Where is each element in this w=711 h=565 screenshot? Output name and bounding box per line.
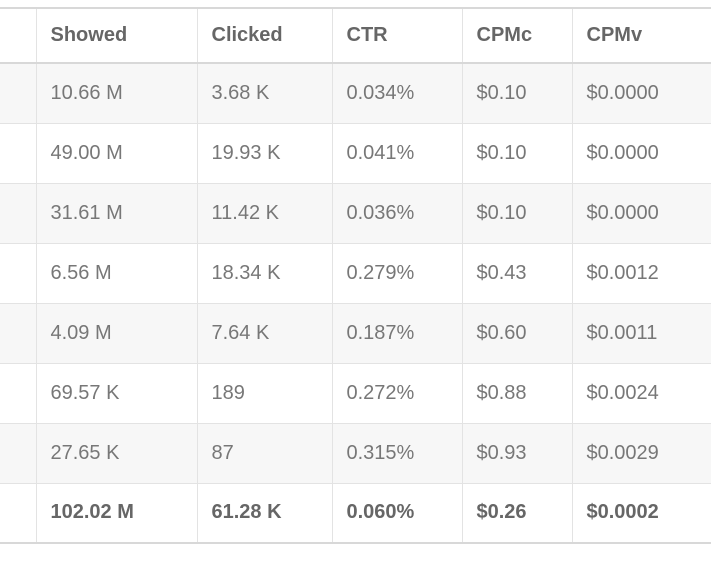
- column-header-showed[interactable]: Showed: [36, 8, 198, 64]
- cell-row-label: [0, 243, 37, 304]
- column-header-ctr[interactable]: CTR: [332, 8, 463, 64]
- cell-cpmc: $0.10: [462, 123, 573, 184]
- cell-cpmc: $0.10: [462, 183, 573, 244]
- cell-ctr: 0.272%: [332, 363, 463, 424]
- cell-row-label: [0, 483, 37, 544]
- cell-clicked: 11.42 K: [197, 183, 333, 244]
- table-row: 4.09 M 7.64 K 0.187% $0.60 $0.0011: [0, 303, 711, 364]
- cell-row-label: [0, 423, 37, 484]
- cell-cpmv: $0.0024: [572, 363, 711, 424]
- cell-row-label: [0, 183, 37, 244]
- cell-clicked: 87: [197, 423, 333, 484]
- cell-cpmv: $0.0000: [572, 183, 711, 244]
- cell-showed: 6.56 M: [36, 243, 198, 304]
- cell-cpmc: $0.43: [462, 243, 573, 304]
- table-row: 49.00 M 19.93 K 0.041% $0.10 $0.0000: [0, 123, 711, 184]
- cell-ctr: 0.187%: [332, 303, 463, 364]
- cell-showed: 49.00 M: [36, 123, 198, 184]
- cell-cpmc: $0.93: [462, 423, 573, 484]
- cell-clicked: 7.64 K: [197, 303, 333, 364]
- cell-cpmv: $0.0000: [572, 63, 711, 124]
- cell-row-label: [0, 363, 37, 424]
- cell-cpmc-total: $0.26: [462, 483, 573, 544]
- cell-cpmv-total: $0.0002: [572, 483, 711, 544]
- table-row: 31.61 M 11.42 K 0.036% $0.10 $0.0000: [0, 183, 711, 244]
- cell-ctr: 0.315%: [332, 423, 463, 484]
- cell-showed: 69.57 K: [36, 363, 198, 424]
- column-header-cpmv[interactable]: CPMv: [572, 8, 711, 64]
- cell-row-label: [0, 123, 37, 184]
- stats-table-container: Showed Clicked CTR CPMc CPMv 10.66 M 3.6…: [0, 7, 711, 544]
- cell-showed: 27.65 K: [36, 423, 198, 484]
- column-header-clicked[interactable]: Clicked: [197, 8, 333, 64]
- totals-row: 102.02 M 61.28 K 0.060% $0.26 $0.0002: [0, 483, 711, 544]
- column-header-cpmc[interactable]: CPMc: [462, 8, 573, 64]
- cell-clicked-total: 61.28 K: [197, 483, 333, 544]
- cell-cpmv: $0.0012: [572, 243, 711, 304]
- cell-showed: 10.66 M: [36, 63, 198, 124]
- cell-ctr: 0.036%: [332, 183, 463, 244]
- column-header-blank: [0, 8, 37, 64]
- cell-clicked: 18.34 K: [197, 243, 333, 304]
- cell-cpmc: $0.88: [462, 363, 573, 424]
- cell-ctr: 0.041%: [332, 123, 463, 184]
- cell-ctr: 0.279%: [332, 243, 463, 304]
- cell-row-label: [0, 303, 37, 364]
- cell-cpmc: $0.60: [462, 303, 573, 364]
- cell-cpmv: $0.0029: [572, 423, 711, 484]
- cell-clicked: 3.68 K: [197, 63, 333, 124]
- cell-clicked: 19.93 K: [197, 123, 333, 184]
- table-row: 10.66 M 3.68 K 0.034% $0.10 $0.0000: [0, 63, 711, 124]
- stats-table: Showed Clicked CTR CPMc CPMv 10.66 M 3.6…: [0, 7, 711, 544]
- table-body: 10.66 M 3.68 K 0.034% $0.10 $0.0000 49.0…: [0, 63, 711, 544]
- cell-ctr: 0.034%: [332, 63, 463, 124]
- cell-showed: 4.09 M: [36, 303, 198, 364]
- cell-cpmc: $0.10: [462, 63, 573, 124]
- table-row: 69.57 K 189 0.272% $0.88 $0.0024: [0, 363, 711, 424]
- table-row: 27.65 K 87 0.315% $0.93 $0.0029: [0, 423, 711, 484]
- table-header: Showed Clicked CTR CPMc CPMv: [0, 8, 711, 64]
- table-row: 6.56 M 18.34 K 0.279% $0.43 $0.0012: [0, 243, 711, 304]
- cell-cpmv: $0.0000: [572, 123, 711, 184]
- cell-ctr-total: 0.060%: [332, 483, 463, 544]
- cell-cpmv: $0.0011: [572, 303, 711, 364]
- cell-showed: 31.61 M: [36, 183, 198, 244]
- header-row: Showed Clicked CTR CPMc CPMv: [0, 8, 711, 64]
- cell-row-label: [0, 63, 37, 124]
- cell-showed-total: 102.02 M: [36, 483, 198, 544]
- cell-clicked: 189: [197, 363, 333, 424]
